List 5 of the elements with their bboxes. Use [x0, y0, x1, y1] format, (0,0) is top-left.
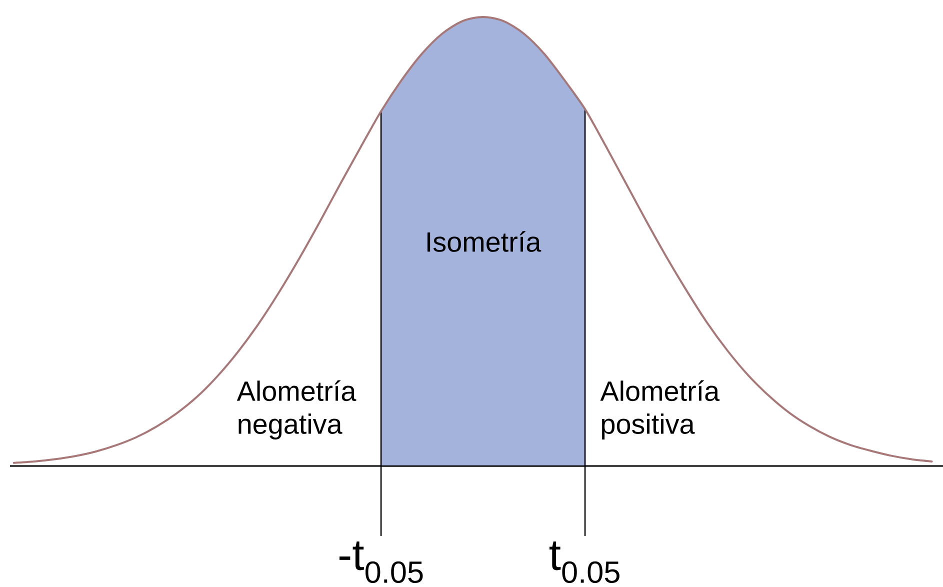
annotation: Alometría negativa	[236, 380, 356, 440]
x-tick-label: -t$_{0.05}$	[339, 542, 423, 584]
x-tick-label: t$_{0.05}$	[549, 542, 620, 584]
series-label: Isometría	[427, 231, 542, 252]
annotation: Alometría positiva	[600, 380, 720, 440]
